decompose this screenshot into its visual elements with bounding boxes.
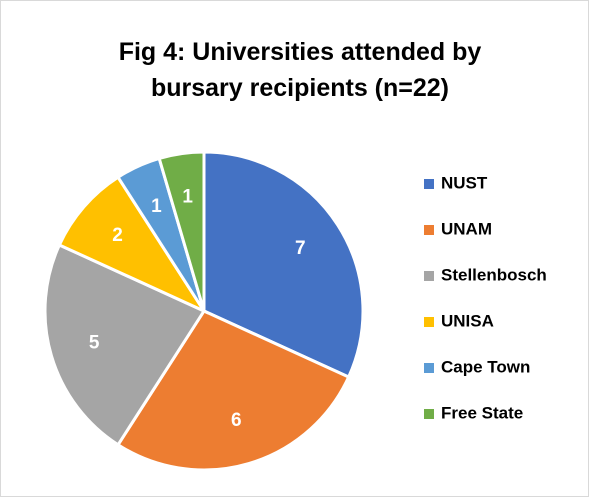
legend-swatch bbox=[424, 179, 434, 189]
legend-label: UNISA bbox=[441, 311, 494, 330]
pie-slice bbox=[115, 309, 351, 472]
pie-slice bbox=[43, 242, 207, 447]
data-label: 7 bbox=[295, 238, 306, 259]
legend-label: Free State bbox=[441, 403, 523, 422]
legend-swatch bbox=[424, 225, 434, 235]
legend-swatch bbox=[424, 363, 434, 373]
data-label: 6 bbox=[231, 410, 242, 431]
legend-label: Cape Town bbox=[441, 357, 530, 376]
legend-label: NUST bbox=[441, 173, 488, 192]
chart-title: Fig 4: Universities attended by bursary … bbox=[118, 38, 482, 102]
data-label: 2 bbox=[112, 225, 123, 246]
pie-slice bbox=[202, 150, 365, 380]
pie-slice bbox=[157, 150, 206, 312]
data-label: 5 bbox=[89, 332, 100, 353]
legend-label: UNAM bbox=[441, 219, 492, 238]
data-label: 1 bbox=[182, 187, 193, 208]
legend-swatch bbox=[424, 409, 434, 419]
data-label: 1 bbox=[151, 196, 162, 217]
legend-label: Stellenbosch bbox=[441, 265, 547, 284]
legend-swatch bbox=[424, 317, 434, 327]
pie-slice bbox=[57, 175, 209, 315]
legend-swatch bbox=[424, 271, 434, 281]
